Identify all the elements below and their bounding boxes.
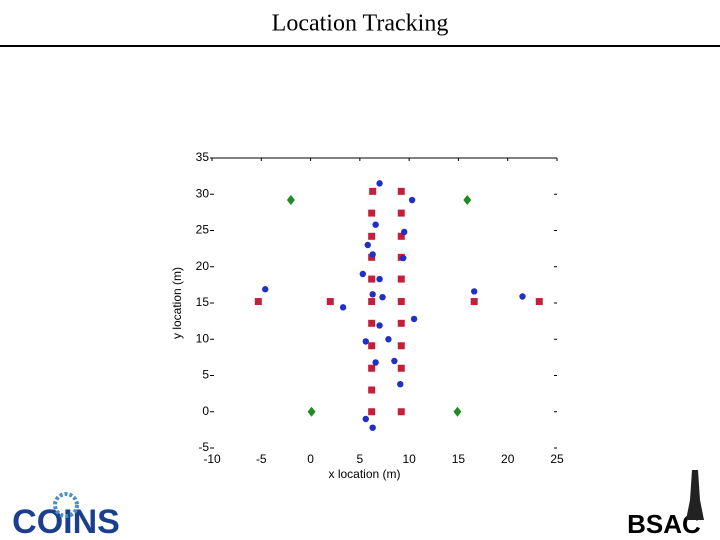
point	[254, 298, 262, 306]
point	[397, 275, 405, 283]
point	[368, 364, 376, 372]
point	[368, 232, 376, 240]
y-tick-label: 35	[196, 150, 210, 164]
point	[262, 286, 269, 293]
point	[397, 342, 405, 350]
y-tick-label: -5	[198, 440, 209, 454]
tower-icon	[686, 470, 704, 520]
point	[369, 251, 376, 258]
point	[368, 408, 376, 416]
point	[372, 221, 379, 228]
point	[519, 293, 526, 300]
point	[286, 195, 295, 206]
point	[369, 424, 376, 431]
point	[535, 298, 543, 306]
point	[470, 298, 478, 306]
point	[368, 342, 376, 350]
point	[391, 357, 398, 365]
x-tick-label: 20	[501, 452, 515, 466]
point	[463, 195, 472, 206]
point	[368, 298, 376, 306]
point	[368, 386, 376, 394]
point	[397, 298, 405, 306]
point	[408, 196, 416, 204]
x-axis-label: x location (m)	[328, 467, 400, 481]
gear-icon	[53, 492, 79, 518]
x-tick-label: 0	[307, 452, 314, 466]
point	[376, 180, 383, 187]
y-axis-label: y location (m)	[170, 267, 184, 339]
point	[364, 241, 371, 249]
y-tick-label: 30	[196, 186, 210, 200]
point	[369, 187, 377, 195]
point	[401, 228, 408, 236]
point	[397, 319, 405, 327]
point	[369, 291, 376, 298]
y-tick-label: 20	[196, 259, 210, 273]
x-tick-label: -10	[203, 452, 221, 466]
point	[307, 406, 316, 417]
point	[326, 298, 334, 306]
point	[362, 415, 369, 423]
point	[376, 275, 383, 283]
y-tick-label: 25	[196, 223, 210, 237]
x-tick-label: 25	[550, 452, 564, 466]
point	[397, 408, 405, 416]
point	[385, 336, 392, 343]
point	[368, 319, 376, 327]
y-tick-label: 10	[196, 331, 210, 345]
point	[379, 294, 386, 301]
x-tick-label: 15	[452, 452, 466, 466]
x-tick-label: -5	[256, 452, 267, 466]
point	[397, 232, 405, 240]
point	[397, 381, 404, 388]
point	[359, 270, 367, 278]
point	[339, 304, 347, 311]
point	[397, 364, 405, 372]
y-tick-label: 5	[202, 368, 209, 382]
point	[372, 359, 379, 366]
x-tick-label: 10	[402, 452, 416, 466]
point	[453, 406, 462, 417]
point	[471, 288, 478, 295]
y-tick-label: 15	[196, 295, 210, 309]
point	[397, 187, 405, 195]
y-tick-label: 0	[202, 404, 209, 418]
x-tick-label: 5	[357, 452, 364, 466]
point	[362, 338, 369, 345]
point	[400, 254, 407, 262]
point	[368, 275, 376, 283]
point	[376, 322, 383, 329]
point	[397, 209, 405, 217]
slide-title: Location Tracking	[272, 11, 449, 37]
point	[368, 209, 376, 217]
point	[410, 315, 418, 323]
coins-logo: COINS	[12, 503, 120, 540]
